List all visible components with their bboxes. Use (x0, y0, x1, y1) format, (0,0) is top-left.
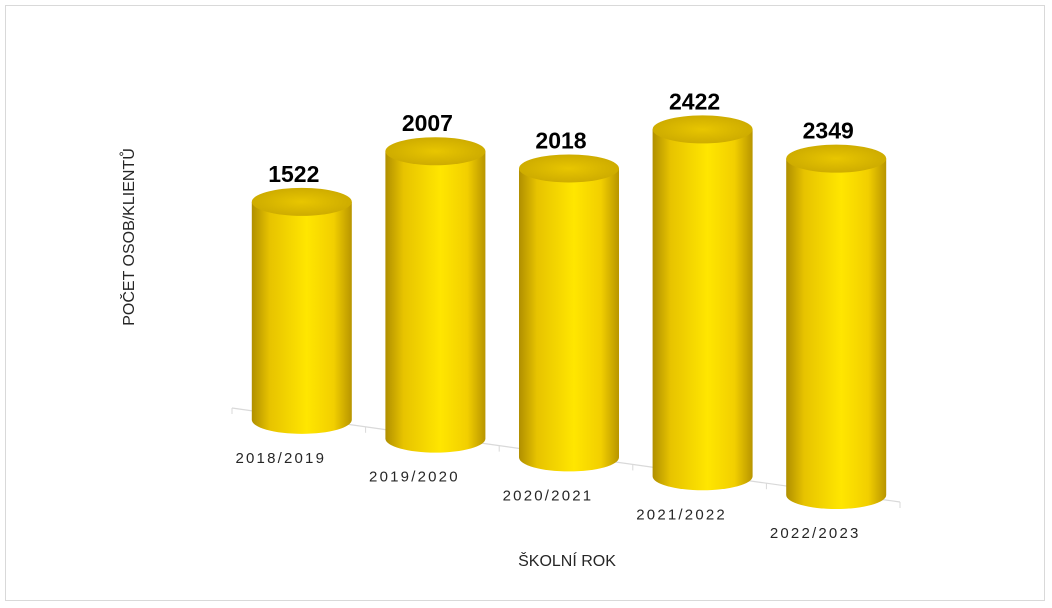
bar-body (652, 129, 753, 491)
data-label: 2018 (535, 127, 586, 153)
y-axis-title: POČET OSOB/KLIENTŮ (119, 148, 138, 326)
bar-body (385, 151, 486, 453)
bar-top (251, 187, 352, 216)
bar (251, 187, 352, 434)
bar-top (652, 115, 753, 144)
data-label: 2422 (669, 88, 720, 114)
tick-label: 2020/2021 (503, 487, 594, 504)
bar-body (786, 158, 887, 510)
bar-top (519, 154, 619, 183)
bar (519, 154, 619, 472)
data-label: 1522 (268, 161, 319, 187)
data-label: 2349 (803, 118, 854, 144)
bar-top (385, 137, 486, 166)
bar (786, 144, 887, 510)
tick-label: 2022/2023 (770, 525, 861, 542)
bar (385, 137, 486, 453)
bars (251, 115, 887, 510)
bar (652, 115, 753, 491)
x-axis-title: ŠKOLNÍ ROK (518, 551, 616, 570)
data-label: 2007 (402, 110, 453, 136)
bar-body (519, 168, 619, 472)
tick-label: 2019/2020 (369, 469, 460, 486)
tick-label: 2021/2022 (636, 506, 727, 523)
bar-body (251, 201, 352, 434)
labels: 1522 2018/2019 2007 2019/2020 2018 2020/2021 2… (235, 88, 861, 542)
tick-label: 2018/2019 (235, 450, 326, 467)
bar-top (786, 144, 887, 173)
